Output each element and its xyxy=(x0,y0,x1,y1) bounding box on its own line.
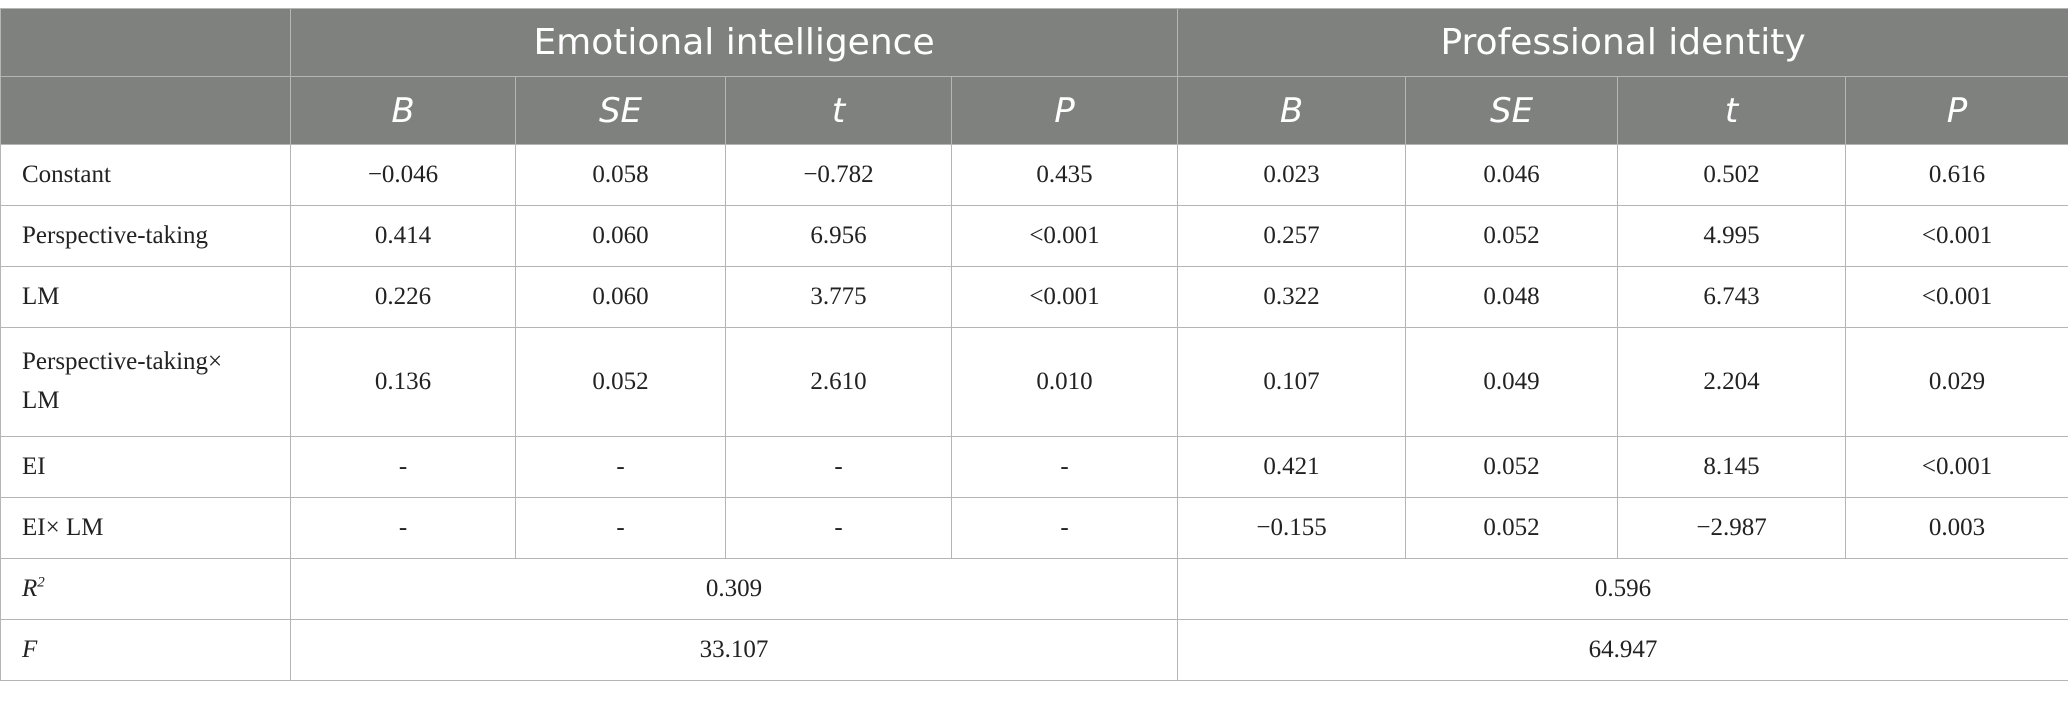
table-cell: <0.001 xyxy=(1845,266,2068,328)
table-cell: 0.616 xyxy=(1845,144,2068,206)
table-cell: - xyxy=(725,436,952,498)
table-cell: 0.421 xyxy=(1177,436,1407,498)
table-cell: 0.049 xyxy=(1405,327,1619,437)
header-corner-cell xyxy=(0,8,291,77)
table-cell: 0.029 xyxy=(1845,327,2068,437)
table-cell: 0.226 xyxy=(290,266,516,328)
table-cell: 0.435 xyxy=(950,144,1179,206)
table-row: EI× LM - - - - −0.155 0.052 −2.987 0.003 xyxy=(0,497,2068,559)
table-cell: 0.502 xyxy=(1617,144,1847,206)
header-group-professional-identity: Professional identity xyxy=(1177,8,2068,77)
table-cell: 0.052 xyxy=(515,327,726,437)
table-cell: −0.782 xyxy=(725,144,952,206)
header-group-emotional-intelligence: Emotional intelligence xyxy=(289,8,1179,77)
table-cell: 0.046 xyxy=(1405,144,1619,206)
row-label: Constant xyxy=(0,144,291,206)
row-label: Perspective-taking xyxy=(0,205,291,267)
col-header-t: t xyxy=(1617,76,1847,145)
row-label: F xyxy=(0,619,291,681)
row-label: EI xyxy=(0,436,291,498)
table-cell: 0.322 xyxy=(1177,266,1407,328)
col-header-b: B xyxy=(1177,76,1407,145)
r-squared-superscript: 2 xyxy=(37,574,45,591)
col-header-se: SE xyxy=(1405,76,1619,145)
table-row: EI - - - - 0.421 0.052 8.145 <0.001 xyxy=(0,436,2068,498)
table-cell: <0.001 xyxy=(1845,436,2068,498)
table-cell: 0.136 xyxy=(290,327,516,437)
row-label: LM xyxy=(0,266,291,328)
table-cell: - xyxy=(725,497,952,559)
table-row: Perspective-taking 0.414 0.060 6.956 <0.… xyxy=(0,205,2068,267)
regression-table: Emotional intelligence Professional iden… xyxy=(0,8,2068,681)
table-cell: - xyxy=(950,436,1179,498)
r-squared-symbol: R xyxy=(22,574,38,602)
table-cell: - xyxy=(950,497,1179,559)
table-cell: 0.414 xyxy=(290,205,516,267)
table-cell: 0.596 xyxy=(1177,558,2068,620)
table-cell: 0.060 xyxy=(515,266,726,328)
table-header: Emotional intelligence Professional iden… xyxy=(0,8,2068,145)
table-cell: 8.145 xyxy=(1617,436,1847,498)
header-row-columns: B SE t P B SE t P xyxy=(0,76,2068,145)
table-cell: 6.743 xyxy=(1617,266,1847,328)
table-cell: 0.257 xyxy=(1177,205,1407,267)
header-corner-cell xyxy=(0,76,291,145)
table-cell: −0.046 xyxy=(290,144,516,206)
table-cell: 4.995 xyxy=(1617,205,1847,267)
row-label-line1: Perspective-taking× xyxy=(22,348,223,376)
table-cell: 0.003 xyxy=(1845,497,2068,559)
col-header-se: SE xyxy=(515,76,726,145)
table-cell: 0.052 xyxy=(1405,436,1619,498)
table-cell: 0.010 xyxy=(950,327,1179,437)
col-header-t: t xyxy=(725,76,952,145)
table-cell: 64.947 xyxy=(1177,619,2068,681)
table-cell: <0.001 xyxy=(950,266,1179,328)
col-header-p: P xyxy=(1845,76,2068,145)
table-cell: - xyxy=(515,436,726,498)
table-cell: <0.001 xyxy=(1845,205,2068,267)
col-header-b: B xyxy=(290,76,516,145)
table-cell: 0.309 xyxy=(289,558,1179,620)
header-row-groups: Emotional intelligence Professional iden… xyxy=(0,8,2068,77)
row-label: Perspective-taking× LM xyxy=(0,327,291,437)
table-cell: - xyxy=(290,497,516,559)
table-cell: - xyxy=(515,497,726,559)
table-row: Constant −0.046 0.058 −0.782 0.435 0.023… xyxy=(0,144,2068,206)
table-row: Perspective-taking× LM 0.136 0.052 2.610 … xyxy=(0,327,2068,437)
table-cell: 0.107 xyxy=(1177,327,1407,437)
table-row: LM 0.226 0.060 3.775 <0.001 0.322 0.048 … xyxy=(0,266,2068,328)
table-cell: 0.023 xyxy=(1177,144,1407,206)
table-cell: 3.775 xyxy=(725,266,952,328)
table-cell: 0.058 xyxy=(515,144,726,206)
table-cell: 0.048 xyxy=(1405,266,1619,328)
table-cell: −0.155 xyxy=(1177,497,1407,559)
row-label: R2 xyxy=(0,558,291,620)
table-row-r-squared: R2 0.309 0.596 xyxy=(0,558,2068,620)
table-cell: 0.052 xyxy=(1405,205,1619,267)
table-cell: 0.052 xyxy=(1405,497,1619,559)
table-cell: 2.204 xyxy=(1617,327,1847,437)
table-cell: 0.060 xyxy=(515,205,726,267)
table-cell: 33.107 xyxy=(289,619,1179,681)
col-header-p: P xyxy=(950,76,1179,145)
table-body: Constant −0.046 0.058 −0.782 0.435 0.023… xyxy=(0,144,2068,681)
table-cell: 6.956 xyxy=(725,205,952,267)
table-cell: −2.987 xyxy=(1617,497,1847,559)
table-cell: - xyxy=(290,436,516,498)
row-label: EI× LM xyxy=(0,497,291,559)
table-cell: <0.001 xyxy=(950,205,1179,267)
table-cell: 2.610 xyxy=(725,327,952,437)
row-label-line2: LM xyxy=(22,387,60,414)
table-row-f-statistic: F 33.107 64.947 xyxy=(0,619,2068,681)
